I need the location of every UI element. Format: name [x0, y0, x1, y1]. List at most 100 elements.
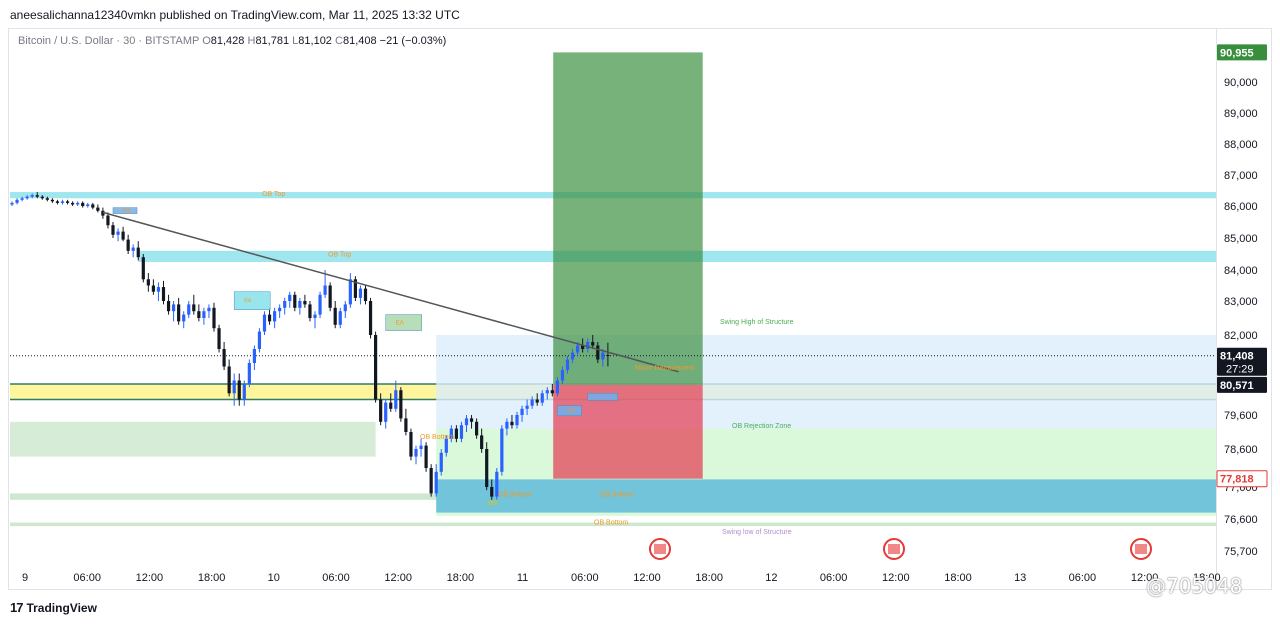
- candle-body: [399, 390, 403, 419]
- y-tick-label: 86,000: [1224, 201, 1258, 213]
- candle-body: [394, 390, 398, 409]
- candle-body: [495, 471, 499, 497]
- chart-frame: [8, 28, 1272, 590]
- candle-body: [30, 195, 34, 197]
- candle-body: [434, 471, 438, 494]
- candle-body: [273, 311, 277, 322]
- price-tag-tp: [1217, 44, 1267, 61]
- candle-body: [424, 445, 428, 468]
- zone-label: sell: [487, 500, 498, 507]
- candle-body: [328, 285, 332, 308]
- candle-body: [475, 421, 479, 436]
- candle-body: [374, 335, 378, 400]
- candle-body: [293, 294, 297, 308]
- flag-stripes-icon: [654, 544, 666, 554]
- candle-body: [313, 314, 317, 318]
- x-tick-label: 06:00: [73, 572, 101, 584]
- candle-body: [182, 314, 186, 322]
- x-tick-label: 18:00: [944, 572, 972, 584]
- candle-body: [540, 393, 544, 403]
- candle-body: [50, 199, 54, 202]
- candle-body: [454, 428, 458, 439]
- candle-body: [581, 345, 585, 349]
- candle-body: [45, 198, 49, 200]
- candle-body: [288, 294, 292, 301]
- x-tick-label: 06:00: [322, 572, 350, 584]
- price-tag-text: 77,818: [1220, 474, 1254, 486]
- candle-body: [101, 210, 105, 216]
- candle-body: [197, 311, 201, 318]
- candle-body: [177, 304, 181, 322]
- open-value: 81,428: [210, 35, 245, 47]
- x-tick-label: 06:00: [571, 572, 599, 584]
- x-tick-label: 11: [517, 572, 528, 584]
- candle-body: [606, 355, 610, 357]
- candle-body: [338, 311, 342, 325]
- candle-body: [55, 201, 60, 203]
- y-tick-label: 75,700: [1224, 546, 1258, 558]
- label-box-text: FA: [123, 209, 130, 215]
- low-label: L: [292, 35, 299, 47]
- label-box-text: FA: [567, 409, 574, 415]
- y-tick-label: 84,000: [1224, 265, 1258, 277]
- candle-body: [535, 399, 539, 403]
- flag-stripes-icon: [1135, 544, 1147, 554]
- zone-green_band: [10, 421, 376, 457]
- candle-body: [560, 370, 565, 381]
- x-tick-label: 06:00: [1069, 572, 1097, 584]
- tradingview-logo[interactable]: 17 TradingView: [10, 600, 97, 615]
- zone-label: Swing High of Structure: [720, 319, 794, 326]
- candle-body: [500, 428, 504, 472]
- label-box-text: EA: [396, 321, 404, 327]
- candle-body: [596, 345, 600, 360]
- candle-body: [464, 418, 469, 426]
- x-tick-label: 12:00: [1131, 572, 1159, 584]
- candle-body: [65, 201, 70, 203]
- zone-label: OB Bottom: [594, 519, 628, 526]
- candle-body: [570, 352, 575, 360]
- x-tick-label: 12:00: [136, 572, 164, 584]
- candle-body: [485, 449, 489, 487]
- y-tick-label: 82,000: [1224, 330, 1258, 342]
- candle-body: [257, 331, 262, 349]
- change-value: −21 (−0.03%): [379, 35, 447, 47]
- tradingview-logo-icon: 17: [10, 600, 24, 615]
- price-axis-divider: [1216, 29, 1217, 589]
- candle-body: [565, 359, 570, 370]
- label-box-text: FA: [244, 299, 251, 305]
- candle-body: [217, 328, 221, 349]
- x-tick-label: 12:00: [633, 572, 661, 584]
- candle-body: [389, 402, 393, 409]
- x-tick-label: 18:00: [695, 572, 723, 584]
- symbol-description: Bitcoin / U.S. Dollar · 30 · BITSTAMP: [18, 35, 200, 47]
- candle-body: [298, 301, 302, 308]
- candle-body: [505, 421, 509, 429]
- zone-label: OB Top: [328, 252, 351, 259]
- candle-body: [278, 307, 282, 312]
- candle-body: [106, 215, 110, 226]
- candle-body: [146, 279, 150, 286]
- candle-body: [586, 342, 590, 349]
- candle-body: [469, 418, 474, 422]
- candle-body: [247, 363, 251, 384]
- candle-body: [449, 428, 453, 439]
- symbol-legend: Bitcoin / U.S. Dollar · 30 · BITSTAMP O8…: [18, 35, 446, 47]
- trendline: [102, 211, 679, 373]
- zone-label: OB Bottom: [498, 492, 532, 499]
- x-tick-label: 18:00: [447, 572, 475, 584]
- y-tick-label: 78,600: [1224, 444, 1258, 456]
- zone-blue_box: [436, 479, 1216, 513]
- candle-body: [379, 399, 383, 422]
- candle-body: [222, 349, 226, 367]
- y-tick-label: 89,000: [1224, 108, 1258, 120]
- candle-body: [308, 304, 312, 318]
- candle-body: [348, 279, 352, 305]
- tradingview-logo-text: TradingView: [26, 600, 97, 615]
- y-tick-label: 90,000: [1224, 77, 1258, 89]
- candle-body: [76, 202, 80, 205]
- y-tick-label: 83,000: [1224, 296, 1258, 308]
- price-tag-mark: [1217, 376, 1267, 393]
- price-tag-sl: [1216, 470, 1268, 488]
- candle-body: [490, 487, 494, 497]
